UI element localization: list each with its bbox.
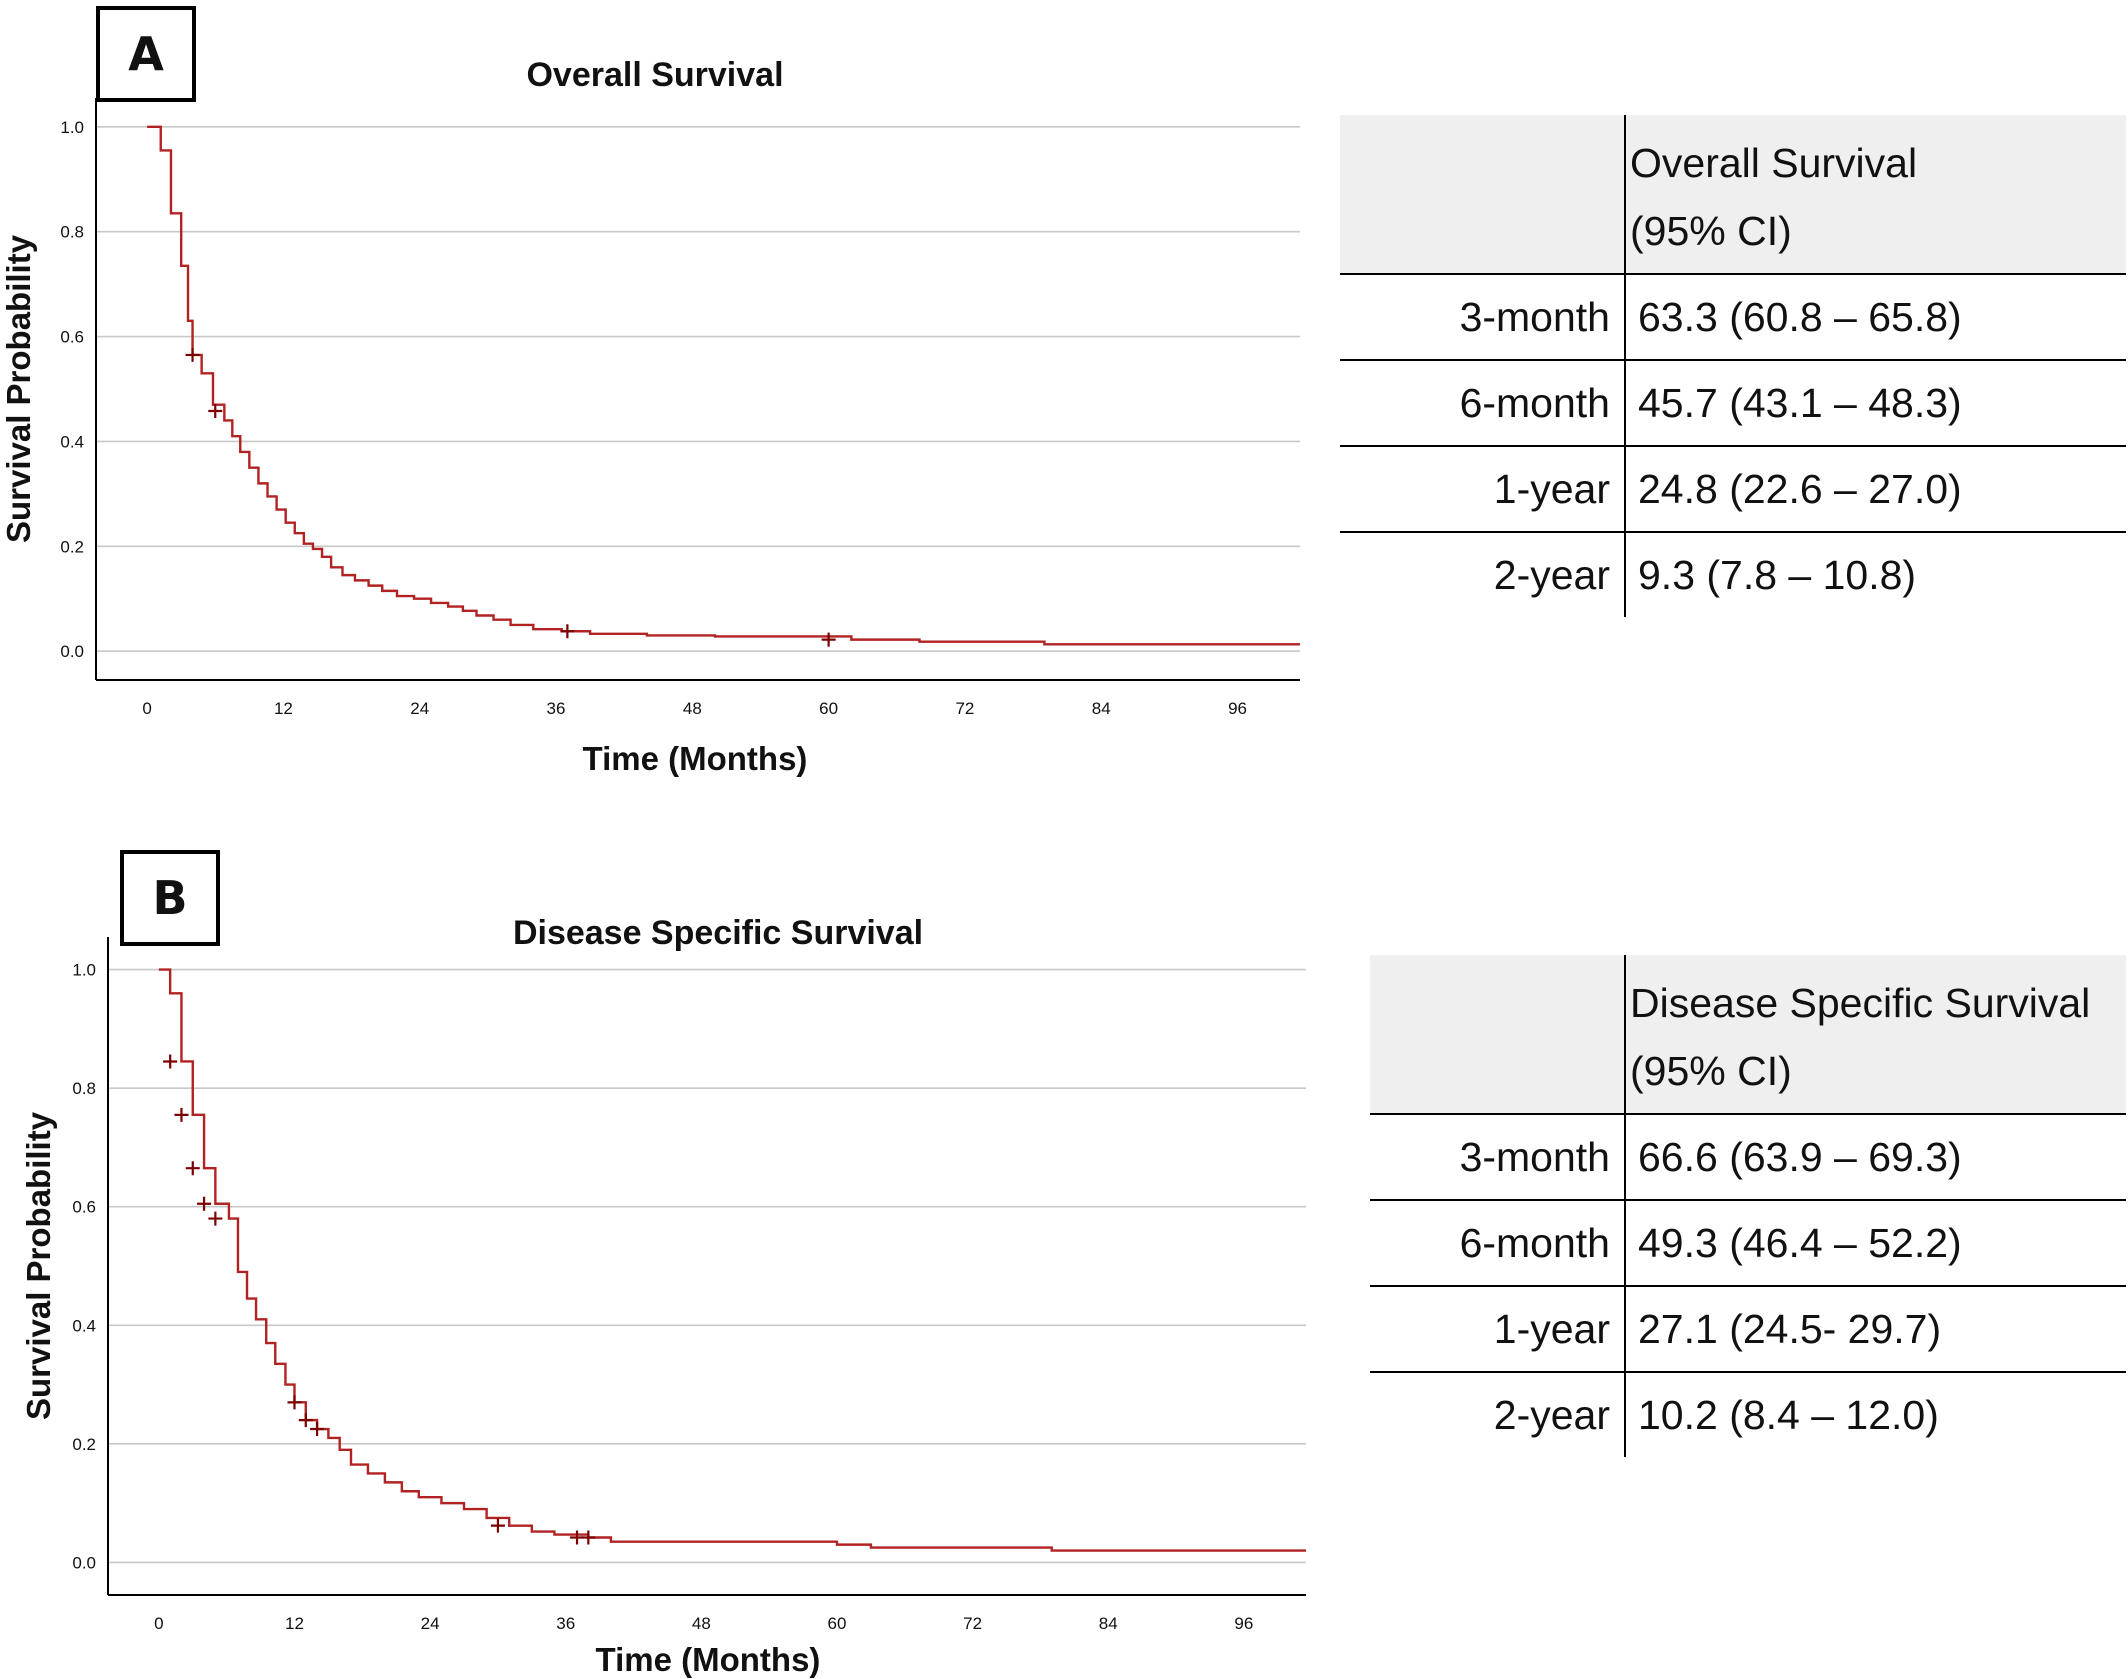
table-row: 2-year 9.3 (7.8 – 10.8) [1340,532,2126,617]
survival-curve [158,968,1306,1552]
y-tick-label: 0.6 [60,328,84,347]
y-tick-label: 0.4 [72,1316,96,1335]
table-corner-cell [1370,955,1626,1115]
row-label: 6-month [1370,1200,1626,1287]
table-header-row: Overall Survival (95% CI) [1340,115,2126,275]
row-label: 6-month [1340,360,1626,447]
x-tick-label: 60 [819,699,838,718]
table-header-title: Disease Specific Survival [1630,980,2091,1026]
row-value: 24.8 (22.6 – 27.0) [1625,446,2126,533]
x-tick-label: 96 [1234,1614,1253,1633]
x-axis-title: Time (Months) [583,740,808,777]
y-tick-label: 0.8 [60,223,84,242]
y-tick-label: 0.6 [72,1198,96,1217]
x-tick-label: 60 [828,1614,847,1633]
y-tick-label: 0.0 [60,642,84,661]
table-header-row: Disease Specific Survival (95% CI) [1370,955,2126,1115]
x-tick-label: 84 [1092,699,1111,718]
y-tick-label: 0.2 [72,1435,96,1454]
censor-mark [560,624,575,639]
censor-mark [490,1518,505,1533]
x-tick-label: 48 [683,699,702,718]
censor-mark [197,1196,212,1211]
x-tick-label: 12 [274,699,293,718]
y-tick-label: 0.4 [60,432,84,451]
x-axis-title: Time (Months) [596,1641,821,1678]
censor-mark [310,1422,325,1437]
table-header-title: Overall Survival [1630,140,1918,186]
row-label: 2-year [1340,532,1626,617]
x-tick-label: 72 [955,699,974,718]
censor-mark [208,1211,223,1226]
censor-mark [163,1054,178,1069]
survival-curve [147,125,1300,646]
y-axis-title: Survival Probability [20,1111,57,1420]
x-tick-label: 12 [285,1614,304,1633]
row-label: 3-month [1370,1114,1626,1201]
x-tick-label: 0 [142,699,151,718]
table-row: 3-month 63.3 (60.8 – 65.8) [1340,274,2126,361]
censor-mark [185,1161,200,1176]
row-value: 9.3 (7.8 – 10.8) [1638,551,1917,598]
table-header-ci: (95% CI) [1630,1048,1792,1094]
row-value: 63.3 (60.8 – 65.8) [1625,274,2126,361]
y-tick-label: 1.0 [60,118,84,137]
chart-disease-specific-survival: Disease Specific Survival 0.0 0.2 0.4 0.6 0.8… [20,914,1306,1678]
row-value: 49.3 (46.4 – 52.2) [1625,1200,2126,1287]
censor-mark [185,347,200,362]
y-tick-label: 1.0 [72,961,96,980]
table-corner-cell [1340,115,1626,275]
row-label: 1-year [1340,446,1626,533]
row-value: 27.1 (24.5- 29.7) [1625,1286,2126,1373]
row-label: 2-year [1370,1372,1626,1457]
x-tick-label: 36 [556,1614,575,1633]
censor-mark [208,404,223,419]
row-label: 1-year [1370,1286,1626,1373]
overall-survival-ci-table: Overall Survival (95% CI) 3-month 63.3 (… [1340,115,2126,617]
panel-label-b: B [120,850,220,946]
table-header-cell: Overall Survival (95% CI) [1625,115,2126,275]
row-label: 3-month [1340,274,1626,361]
row-value: 66.6 (63.9 – 69.3) [1625,1114,2126,1201]
table-header-cell: Disease Specific Survival (95% CI) [1625,955,2126,1115]
y-tick-label: 0.2 [60,537,84,556]
table-row: 6-month 45.7 (43.1 – 48.3) [1340,360,2126,447]
x-tick-label: 24 [421,1614,440,1633]
x-tick-label: 36 [547,699,566,718]
chart-title: Overall Survival [526,56,783,94]
table-row: 2-year 10.2 (8.4 – 12.0) [1370,1372,2126,1457]
censor-mark [287,1395,302,1410]
table-row: 1-year 24.8 (22.6 – 27.0) [1340,446,2126,533]
x-tick-label: 24 [410,699,429,718]
row-value: 45.7 (43.1 – 48.3) [1625,360,2126,447]
y-tick-label: 0.0 [72,1553,96,1572]
x-tick-label: 96 [1228,699,1247,718]
x-tick-label: 84 [1099,1614,1118,1633]
panel-label-a: A [96,6,196,102]
censor-mark [298,1413,313,1428]
x-tick-label: 72 [963,1614,982,1633]
table-row: 6-month 49.3 (46.4 – 52.2) [1370,1200,2126,1287]
censor-mark [581,1530,596,1545]
disease-specific-survival-ci-table: Disease Specific Survival (95% CI) 3-mon… [1370,955,2126,1457]
row-value: 10.2 (8.4 – 12.0) [1638,1391,1939,1438]
censor-mark [821,632,836,647]
table-row: 3-month 66.6 (63.9 – 69.3) [1370,1114,2126,1201]
censor-mark [174,1107,189,1122]
table-header-ci: (95% CI) [1630,208,1792,254]
table-row: 1-year 27.1 (24.5- 29.7) [1370,1286,2126,1373]
y-axis-title: Survival Probability [0,234,37,543]
x-tick-label: 0 [154,1614,163,1633]
chart-title: Disease Specific Survival [513,914,923,952]
x-tick-label: 48 [692,1614,711,1633]
y-tick-label: 0.8 [72,1079,96,1098]
chart-overall-survival: Overall Survival 0.0 0.2 0.4 0.6 0.8 1.0 0 12 24 3… [0,56,1300,777]
